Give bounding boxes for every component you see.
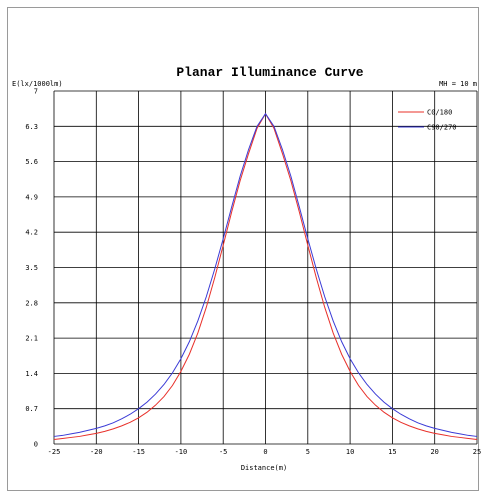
legend-label: C0/180 — [427, 109, 452, 117]
x-tick-label: -15 — [132, 448, 145, 456]
legend: C0/180 C90/270 — [398, 109, 457, 132]
chart-frame — [7, 7, 479, 491]
x-tick-label: 15 — [388, 448, 396, 456]
x-tick-label: -10 — [175, 448, 188, 456]
x-tick-label: 10 — [346, 448, 354, 456]
x-tick-label: 20 — [430, 448, 438, 456]
y-tick-label: 3.5 — [25, 264, 38, 272]
x-tick-label: -25 — [48, 448, 61, 456]
chart-title: Planar Illuminance Curve — [176, 65, 363, 80]
y-tick-label: 2.1 — [25, 335, 38, 343]
y-tick-label: 1.4 — [25, 370, 38, 378]
y-tick-label: 4.9 — [25, 193, 38, 201]
x-tick-label: 5 — [306, 448, 310, 456]
series-lines — [53, 112, 478, 440]
y-tick-label: 0 — [34, 441, 38, 449]
x-tick-label: -5 — [219, 448, 227, 456]
y-tick-label: 7 — [34, 88, 38, 96]
x-axis-label: Distance(m) — [241, 464, 287, 472]
y-tick-labels: 0 0.7 1.4 2.1 2.8 3.5 4.2 4.9 5.6 6.3 7 — [25, 88, 38, 449]
x-tick-label: -20 — [90, 448, 103, 456]
legend-label: C90/270 — [427, 124, 457, 132]
series-line-c90-270 — [53, 112, 478, 437]
y-tick-label: 6.3 — [25, 123, 38, 131]
y-tick-label: 4.2 — [25, 229, 38, 237]
y-tick-label: 5.6 — [25, 158, 38, 166]
mounting-height-label: MH = 10 m — [439, 80, 477, 88]
x-tick-label: 25 — [473, 448, 481, 456]
x-tick-label: 0 — [263, 448, 267, 456]
y-tick-label: 2.8 — [25, 299, 38, 307]
y-tick-label: 0.7 — [25, 405, 38, 413]
y-axis-label: E(lx/1000lm) — [12, 80, 63, 88]
x-tick-labels: -25 -20 -15 -10 -5 0 5 10 15 20 25 — [48, 448, 482, 456]
grid — [53, 90, 478, 445]
